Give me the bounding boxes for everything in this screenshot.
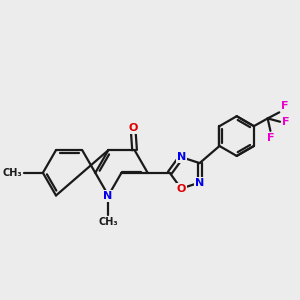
- Text: F: F: [282, 117, 290, 127]
- Text: N: N: [176, 152, 186, 162]
- Text: N: N: [103, 191, 112, 201]
- Text: N: N: [195, 178, 204, 188]
- Text: CH₃: CH₃: [99, 217, 118, 227]
- Text: O: O: [128, 123, 138, 133]
- Text: F: F: [281, 101, 288, 111]
- Text: F: F: [267, 133, 275, 143]
- Text: O: O: [176, 184, 186, 194]
- Text: CH₃: CH₃: [2, 168, 22, 178]
